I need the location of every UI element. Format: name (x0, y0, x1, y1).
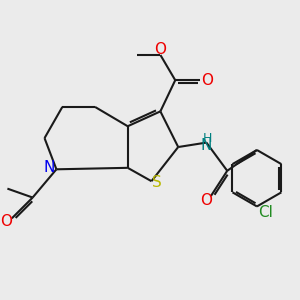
Text: O: O (201, 73, 213, 88)
Text: O: O (0, 214, 12, 229)
Text: N: N (43, 160, 55, 175)
Text: S: S (152, 175, 162, 190)
Text: O: O (200, 193, 212, 208)
Text: Cl: Cl (258, 206, 273, 220)
Text: H: H (202, 132, 212, 145)
Text: N: N (200, 138, 212, 153)
Text: O: O (154, 42, 166, 57)
